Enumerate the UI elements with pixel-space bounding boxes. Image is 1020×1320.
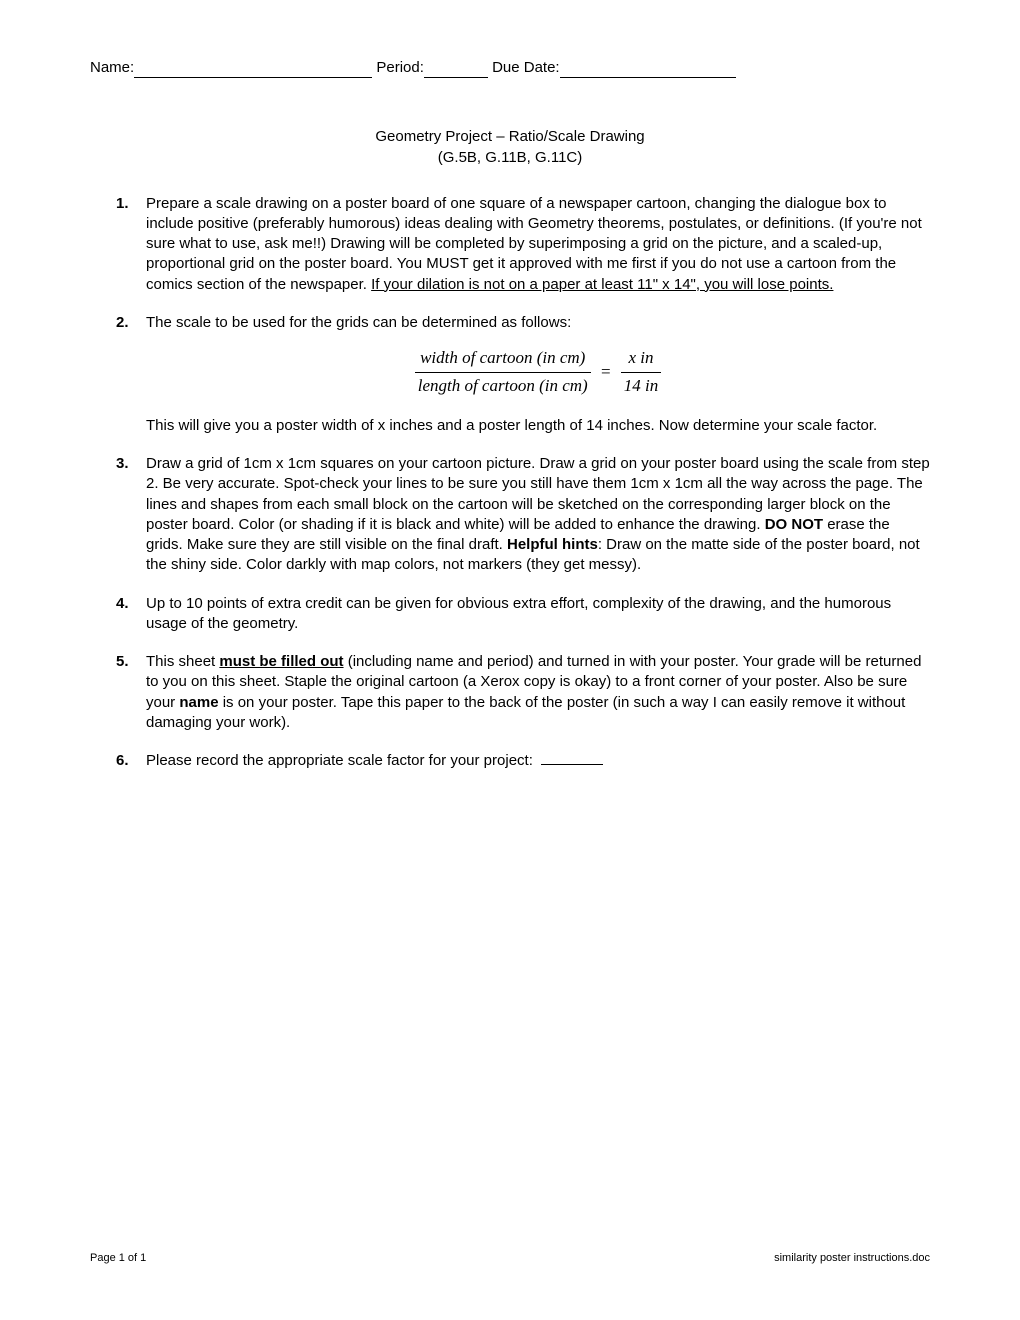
item-2-intro: The scale to be used for the grids can b… bbox=[146, 314, 571, 331]
item-1-number: 1. bbox=[116, 194, 129, 214]
item-2-number: 2. bbox=[116, 313, 129, 333]
fraction-left-denominator: length of cartoon (in cm) bbox=[415, 373, 591, 398]
item-1-underline: If your dilation is not on a paper at le… bbox=[371, 276, 833, 293]
instruction-list: 1. Prepare a scale drawing on a poster b… bbox=[90, 194, 930, 772]
fraction-left-numerator: width of cartoon (in cm) bbox=[415, 347, 591, 373]
item-4: 4. Up to 10 points of extra credit can b… bbox=[116, 594, 930, 635]
item-5: 5. This sheet must be filled out (includ… bbox=[116, 652, 930, 733]
formula: width of cartoon (in cm) length of carto… bbox=[146, 347, 930, 398]
item-2: 2. The scale to be used for the grids ca… bbox=[116, 313, 930, 436]
fraction-right: x in 14 in bbox=[621, 347, 661, 398]
name-label: Name: bbox=[90, 59, 134, 76]
due-date-label: Due Date: bbox=[492, 59, 560, 76]
item-3: 3. Draw a grid of 1cm x 1cm squares on y… bbox=[116, 454, 930, 576]
title-line-2: (G.5B, G.11B, G.11C) bbox=[90, 147, 930, 168]
item-2-after: This will give you a poster width of x i… bbox=[146, 416, 930, 436]
fraction-right-denominator: 14 in bbox=[621, 373, 661, 398]
item-5-post: is on your poster. Tape this paper to th… bbox=[146, 694, 905, 731]
due-date-blank[interactable] bbox=[560, 77, 736, 78]
footer-page-number: Page 1 of 1 bbox=[90, 1252, 146, 1264]
item-1: 1. Prepare a scale drawing on a poster b… bbox=[116, 194, 930, 295]
item-5-name: name bbox=[179, 694, 218, 711]
item-5-number: 5. bbox=[116, 652, 129, 672]
fraction-left: width of cartoon (in cm) length of carto… bbox=[415, 347, 591, 398]
item-4-number: 4. bbox=[116, 594, 129, 614]
item-3-hints-label: Helpful hints bbox=[507, 536, 598, 553]
item-6: 6. Please record the appropriate scale f… bbox=[116, 751, 930, 771]
title-line-1: Geometry Project – Ratio/Scale Drawing bbox=[90, 126, 930, 147]
item-5-pre: This sheet bbox=[146, 653, 219, 670]
scale-factor-blank[interactable] bbox=[541, 764, 603, 765]
item-4-text: Up to 10 points of extra credit can be g… bbox=[146, 595, 891, 632]
fraction-right-numerator: x in bbox=[621, 347, 661, 373]
name-blank[interactable] bbox=[134, 77, 372, 78]
header-fields: Name: Period: Due Date: bbox=[90, 58, 930, 78]
item-5-must: must be filled out bbox=[219, 653, 343, 670]
footer: Page 1 of 1 similarity poster instructio… bbox=[90, 1252, 930, 1264]
title-block: Geometry Project – Ratio/Scale Drawing (… bbox=[90, 126, 930, 168]
item-3-number: 3. bbox=[116, 454, 129, 474]
item-3-donot: DO NOT bbox=[765, 516, 823, 533]
item-6-text: Please record the appropriate scale fact… bbox=[146, 752, 537, 769]
period-blank[interactable] bbox=[424, 77, 488, 78]
footer-filename: similarity poster instructions.doc bbox=[774, 1252, 930, 1264]
item-6-number: 6. bbox=[116, 751, 129, 771]
page: Name: Period: Due Date: Geometry Project… bbox=[0, 0, 1020, 771]
period-label: Period: bbox=[376, 59, 424, 76]
equals-sign: = bbox=[595, 361, 617, 384]
